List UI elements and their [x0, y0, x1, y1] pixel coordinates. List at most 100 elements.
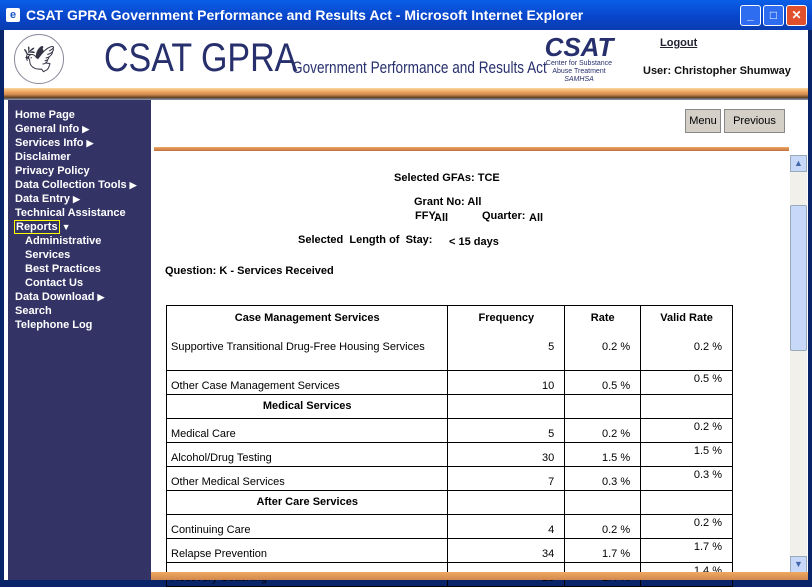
main-content: Menu Previous Selected GFAs: TCE Grant N… [151, 100, 808, 587]
table-row: Other Medical Services 7 0.3 % 0.3 % [165, 465, 733, 491]
rate-cell: 0.2 % [564, 326, 642, 371]
sidebar-item-privacy-policy[interactable]: Privacy Policy [8, 164, 151, 178]
valid-rate-cell: 0.2 % [640, 513, 733, 539]
scroll-thumb[interactable] [790, 205, 807, 351]
sidebar-item-administrative[interactable]: Administrative [8, 234, 151, 248]
arrow-right-icon: ▶ [73, 194, 80, 204]
service-label: Relapse Prevention [165, 537, 449, 563]
sidebar-item-services-info[interactable]: Services Info ▶ [8, 136, 151, 150]
arrow-right-icon: ▶ [82, 124, 90, 134]
browser-content: 🕊 CSAT GPRA Government Performance and R… [4, 30, 808, 587]
gpra-logo: CSAT GPRA [104, 36, 298, 80]
sidebar-item-services[interactable]: Services [8, 248, 151, 262]
sidebar-item-data-download[interactable]: Data Download ▶ [8, 290, 151, 304]
sidebar-item-reports[interactable]: Reports ▼ [8, 220, 151, 234]
question-label: Question: K - Services Received [165, 265, 334, 277]
frequency-cell: 34 [447, 537, 566, 563]
section-title: Medical Services [165, 393, 449, 419]
sidebar-item-label: Disclaimer [15, 151, 71, 163]
header-valid-rate: Valid Rate [640, 305, 733, 326]
frequency-cell: 10 [447, 369, 566, 395]
footer-stripe [151, 572, 808, 580]
minimize-button[interactable]: _ [740, 5, 761, 26]
sidebar-item-label: Data Collection Tools [15, 179, 127, 191]
sidebar-item-home-page[interactable]: Home Page [8, 108, 151, 122]
sidebar-item-best-practices[interactable]: Best Practices [8, 262, 151, 276]
service-label: Continuing Care [165, 513, 449, 539]
table-row: Continuing Care 4 0.2 % 0.2 % [165, 513, 733, 539]
table-row: Supportive Transitional Drug-Free Housin… [165, 326, 733, 371]
header-stripes [4, 88, 808, 100]
sidebar-item-label: Reports [14, 220, 60, 234]
arrow-right-icon: ▶ [97, 292, 105, 302]
header-case-management: Case Management Services [165, 305, 449, 326]
sidebar-item-label: Privacy Policy [15, 165, 90, 177]
valid-rate-cell: 0.5 % [640, 369, 733, 395]
arrow-down-icon: ▼ [61, 222, 71, 232]
logout-link[interactable]: Logout [660, 37, 698, 49]
arrow-right-icon: ▶ [129, 180, 137, 190]
table-header-row: Case Management Services Frequency Rate Val… [165, 305, 733, 326]
quarter-value: All [529, 212, 544, 224]
close-button[interactable]: ✕ [786, 5, 807, 26]
sidebar-item-label: Data Entry [15, 193, 71, 205]
page-header: 🕊 CSAT GPRA Government Performance and R… [4, 30, 808, 88]
header-rate: Rate [564, 305, 642, 326]
valid-rate-cell: 0.2 % [640, 417, 733, 443]
section-title: After Care Services [165, 489, 449, 515]
valid-rate-cell: 0.2 % [640, 326, 733, 371]
maximize-button[interactable]: □ [763, 5, 784, 26]
sidebar-item-technical-assistance[interactable]: Technical Assistance [8, 206, 151, 220]
valid-rate-cell: 1.5 % [640, 441, 733, 467]
hhs-seal-icon: 🕊 [14, 34, 64, 84]
ffy-label: FFY: [415, 210, 439, 222]
frequency-cell: 7 [447, 465, 566, 491]
gpra-logo-subtitle: Government Performance and Results Act [292, 58, 547, 77]
rate-cell: 1.5 % [564, 441, 642, 467]
scroll-up-icon[interactable]: ▲ [790, 155, 807, 172]
sidebar-item-data-entry[interactable]: Data Entry ▶ [8, 192, 151, 206]
quarter-label: Quarter: [482, 210, 526, 222]
menu-button[interactable]: Menu [685, 109, 721, 133]
sidebar-item-contact-us[interactable]: Contact Us [8, 276, 151, 290]
sidebar-item-data-collection-tools[interactable]: Data Collection Tools ▶ [8, 178, 151, 192]
sidebar-item-label: Contact Us [25, 277, 84, 289]
window-title: CSAT GPRA Government Performance and Res… [26, 7, 584, 23]
length-of-stay-value: < 15 days [449, 236, 499, 248]
scroll-down-icon[interactable]: ▼ [790, 556, 807, 573]
frequency-cell: 5 [447, 326, 566, 371]
previous-button[interactable]: Previous [724, 109, 785, 133]
frequency-cell: 30 [447, 441, 566, 467]
table-row: Other Case Management Services 10 0.5 % 0.5… [165, 369, 733, 395]
sidebar-item-search[interactable]: Search [8, 304, 151, 318]
service-label: Supportive Transitional Drug-Free Housin… [165, 326, 449, 371]
table-row: Alcohol/Drug Testing 30 1.5 % 1.5 % [165, 441, 733, 467]
arrow-right-icon: ▶ [86, 138, 94, 148]
service-label: Other Case Management Services [165, 369, 449, 395]
vertical-scrollbar[interactable]: ▲ ▼ [790, 155, 807, 573]
rate-cell: 1.7 % [564, 537, 642, 563]
sidebar-item-disclaimer[interactable]: Disclaimer [8, 150, 151, 164]
sidebar-item-label: Administrative [25, 235, 102, 247]
sidebar-item-label: Telephone Log [15, 319, 93, 331]
rate-cell: 0.3 % [564, 465, 642, 491]
service-label: Alcohol/Drug Testing [165, 441, 449, 467]
sidebar-item-label: Home Page [15, 109, 75, 121]
rate-cell: 0.5 % [564, 369, 642, 395]
sidebar-item-label: Technical Assistance [15, 207, 126, 219]
sidebar-item-label: Services [25, 249, 71, 261]
sidebar-item-general-info[interactable]: General Info ▶ [8, 122, 151, 136]
sidebar-item-label: Search [15, 305, 52, 317]
selected-gfas: Selected GFAs: TCE [394, 172, 500, 184]
sidebar-item-telephone-log[interactable]: Telephone Log [8, 318, 151, 332]
table-row: Medical Care 5 0.2 % 0.2 % [165, 417, 733, 443]
sidebar-item-label: General Info [15, 123, 80, 135]
length-of-stay-label: Selected Length of Stay: [298, 234, 433, 246]
ffy-value: All [434, 212, 449, 224]
service-label: Medical Care [165, 417, 449, 443]
sidebar-item-label: Best Practices [25, 263, 101, 275]
section-row: Medical Services [165, 393, 733, 419]
frequency-cell: 5 [447, 417, 566, 443]
table-row: Relapse Prevention 34 1.7 % 1.7 % [165, 537, 733, 563]
ie-icon: e [6, 8, 20, 22]
